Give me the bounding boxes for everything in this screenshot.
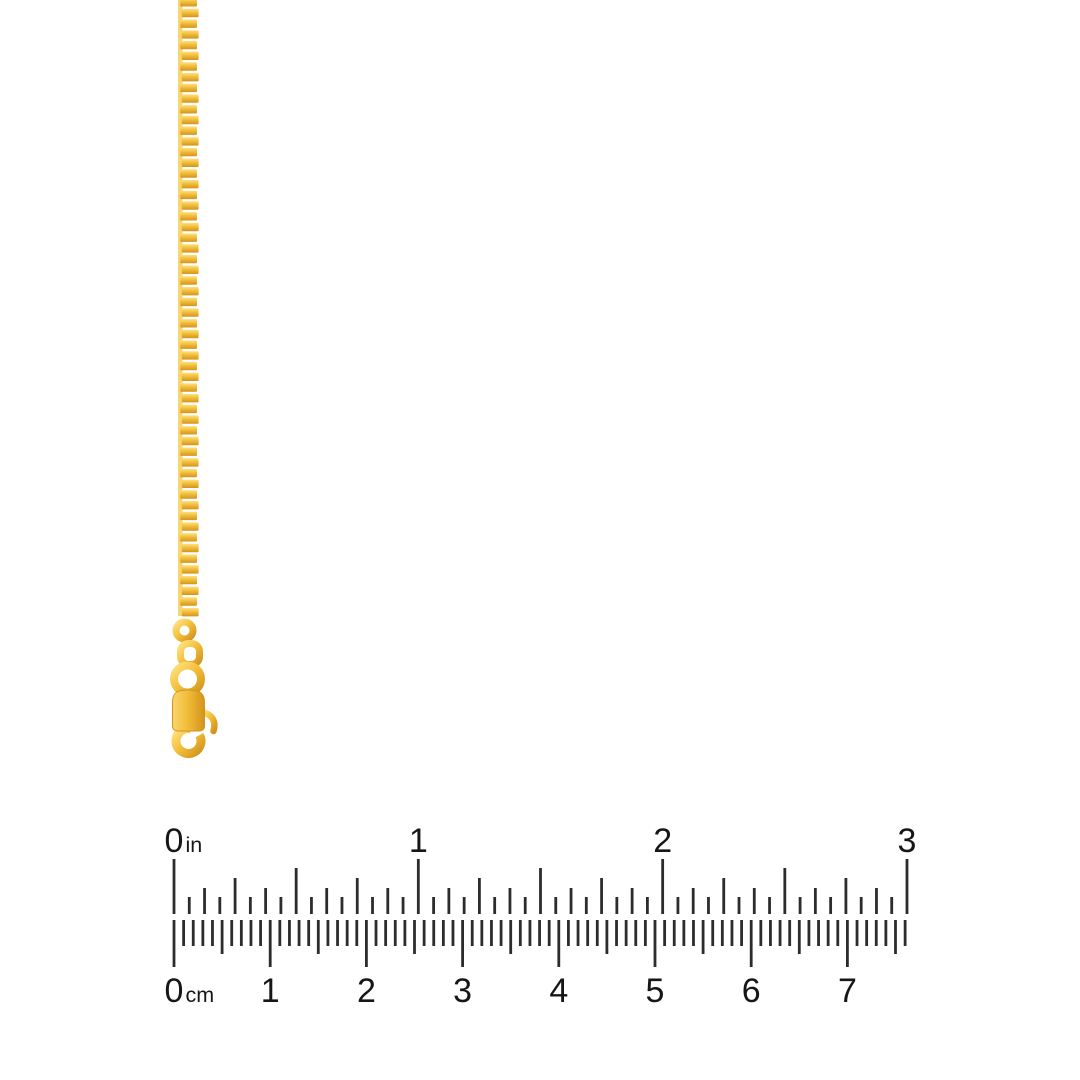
chain-link [180,575,197,585]
inch-scale: 0 in 1 2 3 [165,822,917,914]
cm-label-5: 5 [646,972,665,1010]
chain-link [181,115,199,125]
chain-link [181,158,199,167]
chain-link [181,479,199,488]
connector-link [177,640,203,668]
chain-link [181,608,199,617]
chain-link [180,383,197,392]
chain-link [181,201,199,210]
chain-link [181,8,199,18]
cm-label-1: 1 [261,972,280,1010]
chain-link [181,180,199,189]
lobster-clasp-hook [171,724,206,758]
lobster-clasp-body [172,689,205,732]
chain-link [181,244,199,253]
chain-link [180,597,197,606]
chain-link [181,394,199,403]
inch-label-2: 2 [653,822,672,860]
chain-link [180,404,197,414]
chain-link [181,137,199,146]
chain-link [180,147,197,157]
chain-link [180,254,197,264]
chain-link [180,554,197,563]
chain-link [181,265,199,274]
jump-ring-bottom [170,661,205,697]
chain-link [180,511,197,521]
cm-label-6: 6 [742,972,761,1010]
inch-label-0: 0 [165,822,184,860]
chain-link [181,308,199,317]
chain-link [180,62,197,71]
cm-label-7: 7 [838,972,857,1010]
chain-link [180,0,197,7]
chain-link [180,447,197,456]
chain-link [181,351,199,360]
chain-link [181,565,199,574]
chain-link [180,361,197,371]
chain-link [180,233,197,242]
ruler: 0 in 1 2 3 0 cm 1 2 3 4 5 6 7 [165,822,917,1010]
inch-unit-suffix: in [186,833,203,857]
cm-scale: 0 cm 1 2 3 4 5 6 7 [165,920,907,1010]
chain-link [181,30,199,39]
chain-link [181,372,199,381]
inch-label-1: 1 [409,822,428,860]
chain-link [181,51,199,60]
chain-link [180,490,197,499]
chain-link [180,126,197,135]
chain-link [180,40,197,50]
chain-link [181,287,199,296]
chain-link [181,436,199,446]
chain-link [180,297,197,307]
chain-link [180,212,197,221]
cm-label-3: 3 [453,972,472,1010]
chain-link [180,426,197,435]
chain-link [180,468,197,478]
chain-link [180,190,197,200]
chain-side-rail [178,0,183,616]
chain-link [180,276,197,285]
chain-link [181,73,199,82]
chain-link [180,83,197,93]
cm-unit-suffix: cm [186,983,215,1007]
chain-link [181,501,199,510]
chain-link [181,586,199,595]
chain-link [181,222,199,232]
box-chain [178,0,199,617]
cm-label-0: 0 [165,972,184,1010]
cm-label-2: 2 [357,972,376,1010]
chain-link [180,319,197,328]
inch-label-3: 3 [898,822,917,860]
chain-link [181,415,199,424]
jump-ring-top [172,618,197,643]
chain-link [180,19,197,28]
chain-link [181,458,199,467]
cm-label-4: 4 [549,972,568,1010]
clasp-assembly [170,618,218,758]
chain-link [181,522,199,531]
chain-link [180,340,197,349]
chain-link [180,105,197,114]
chain-link [181,543,199,553]
chain-link [181,94,199,103]
chain-link [180,169,197,178]
chain-link [180,533,197,542]
chain-link [181,329,199,339]
